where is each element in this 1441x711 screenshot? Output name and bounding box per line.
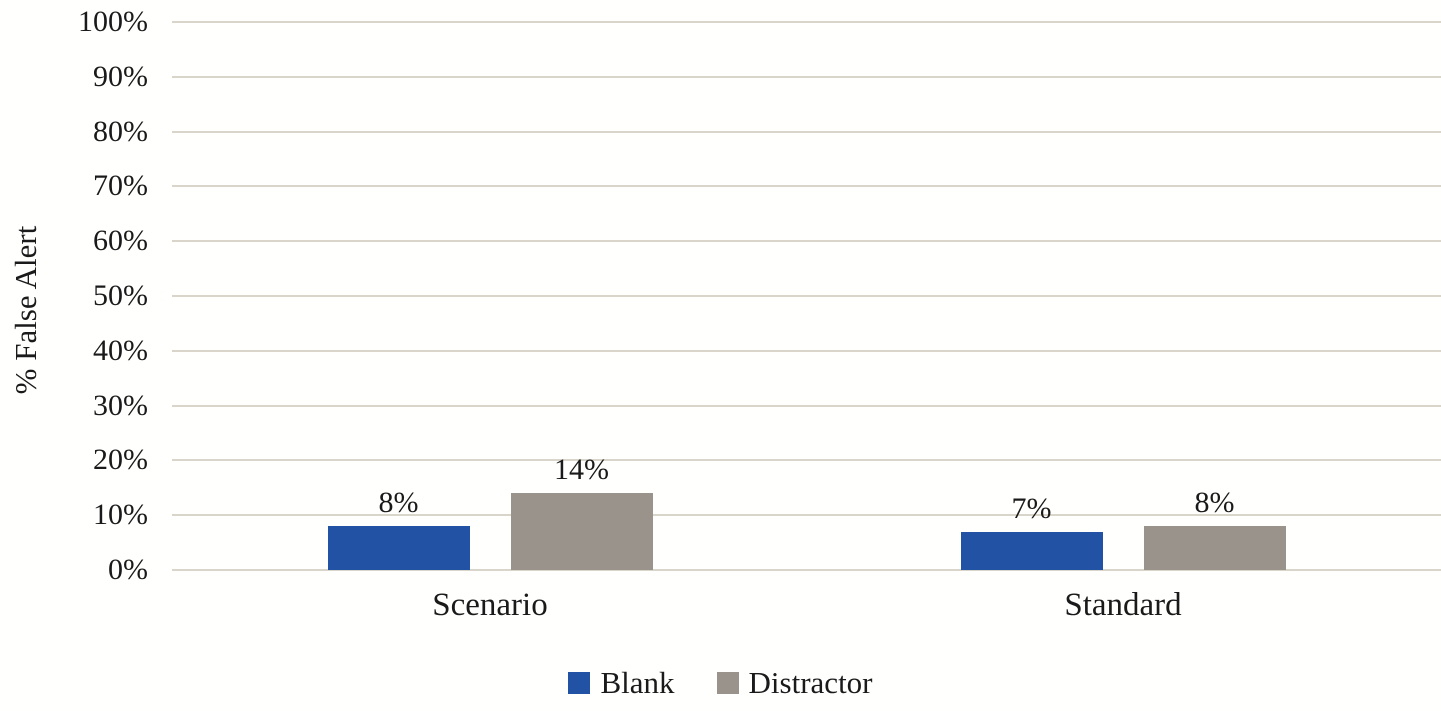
data-label-scenario-blank: 8%: [378, 486, 419, 520]
y-tick-label-60%: 60%: [93, 224, 148, 258]
data-label-scenario-distractor: 14%: [554, 453, 609, 487]
category-label-scenario: Scenario: [432, 587, 548, 623]
gridline-0%: [172, 569, 1441, 571]
gridline-40%: [172, 349, 1441, 352]
gridline-90%: [172, 75, 1441, 78]
data-label-standard-blank: 7%: [1011, 491, 1052, 525]
y-tick-label-10%: 10%: [93, 498, 148, 532]
y-tick-label-70%: 70%: [93, 169, 148, 203]
gridline-30%: [172, 404, 1441, 407]
bar-scenario-blank: [327, 526, 470, 570]
data-label-standard-distractor: 8%: [1194, 486, 1235, 520]
y-tick-label-0%: 0%: [108, 553, 148, 586]
y-tick-label-50%: 50%: [93, 279, 148, 312]
legend-label-blank: Blank: [600, 665, 675, 700]
legend-swatch-blank: [568, 672, 591, 694]
gridline-70%: [172, 185, 1441, 188]
legend-swatch-distractor: [716, 672, 739, 694]
gridline-80%: [172, 130, 1441, 133]
gridline-50%: [172, 295, 1441, 297]
bar-standard-distractor: [1143, 526, 1286, 570]
y-tick-label-20%: 20%: [93, 443, 148, 477]
y-tick-label-30%: 30%: [93, 388, 148, 422]
y-tick-label-100%: 100%: [78, 5, 148, 38]
gridline-100%: [172, 21, 1441, 23]
category-label-standard: Standard: [1064, 587, 1182, 623]
chart-legend: Blank Distractor: [0, 660, 1441, 706]
bar-standard-blank: [960, 531, 1103, 570]
y-tick-label-80%: 80%: [93, 114, 148, 148]
legend-label-distractor: Distractor: [748, 665, 873, 700]
gridline-10%: [172, 514, 1441, 517]
gridline-60%: [172, 240, 1441, 243]
bar-scenario-distractor: [510, 493, 653, 570]
y-tick-label-40%: 40%: [93, 333, 148, 367]
legend-entry-blank: Blank: [568, 665, 675, 700]
legend-entry-distractor: Distractor: [716, 665, 873, 700]
gridline-20%: [172, 459, 1441, 462]
y-tick-label-90%: 90%: [93, 59, 148, 93]
